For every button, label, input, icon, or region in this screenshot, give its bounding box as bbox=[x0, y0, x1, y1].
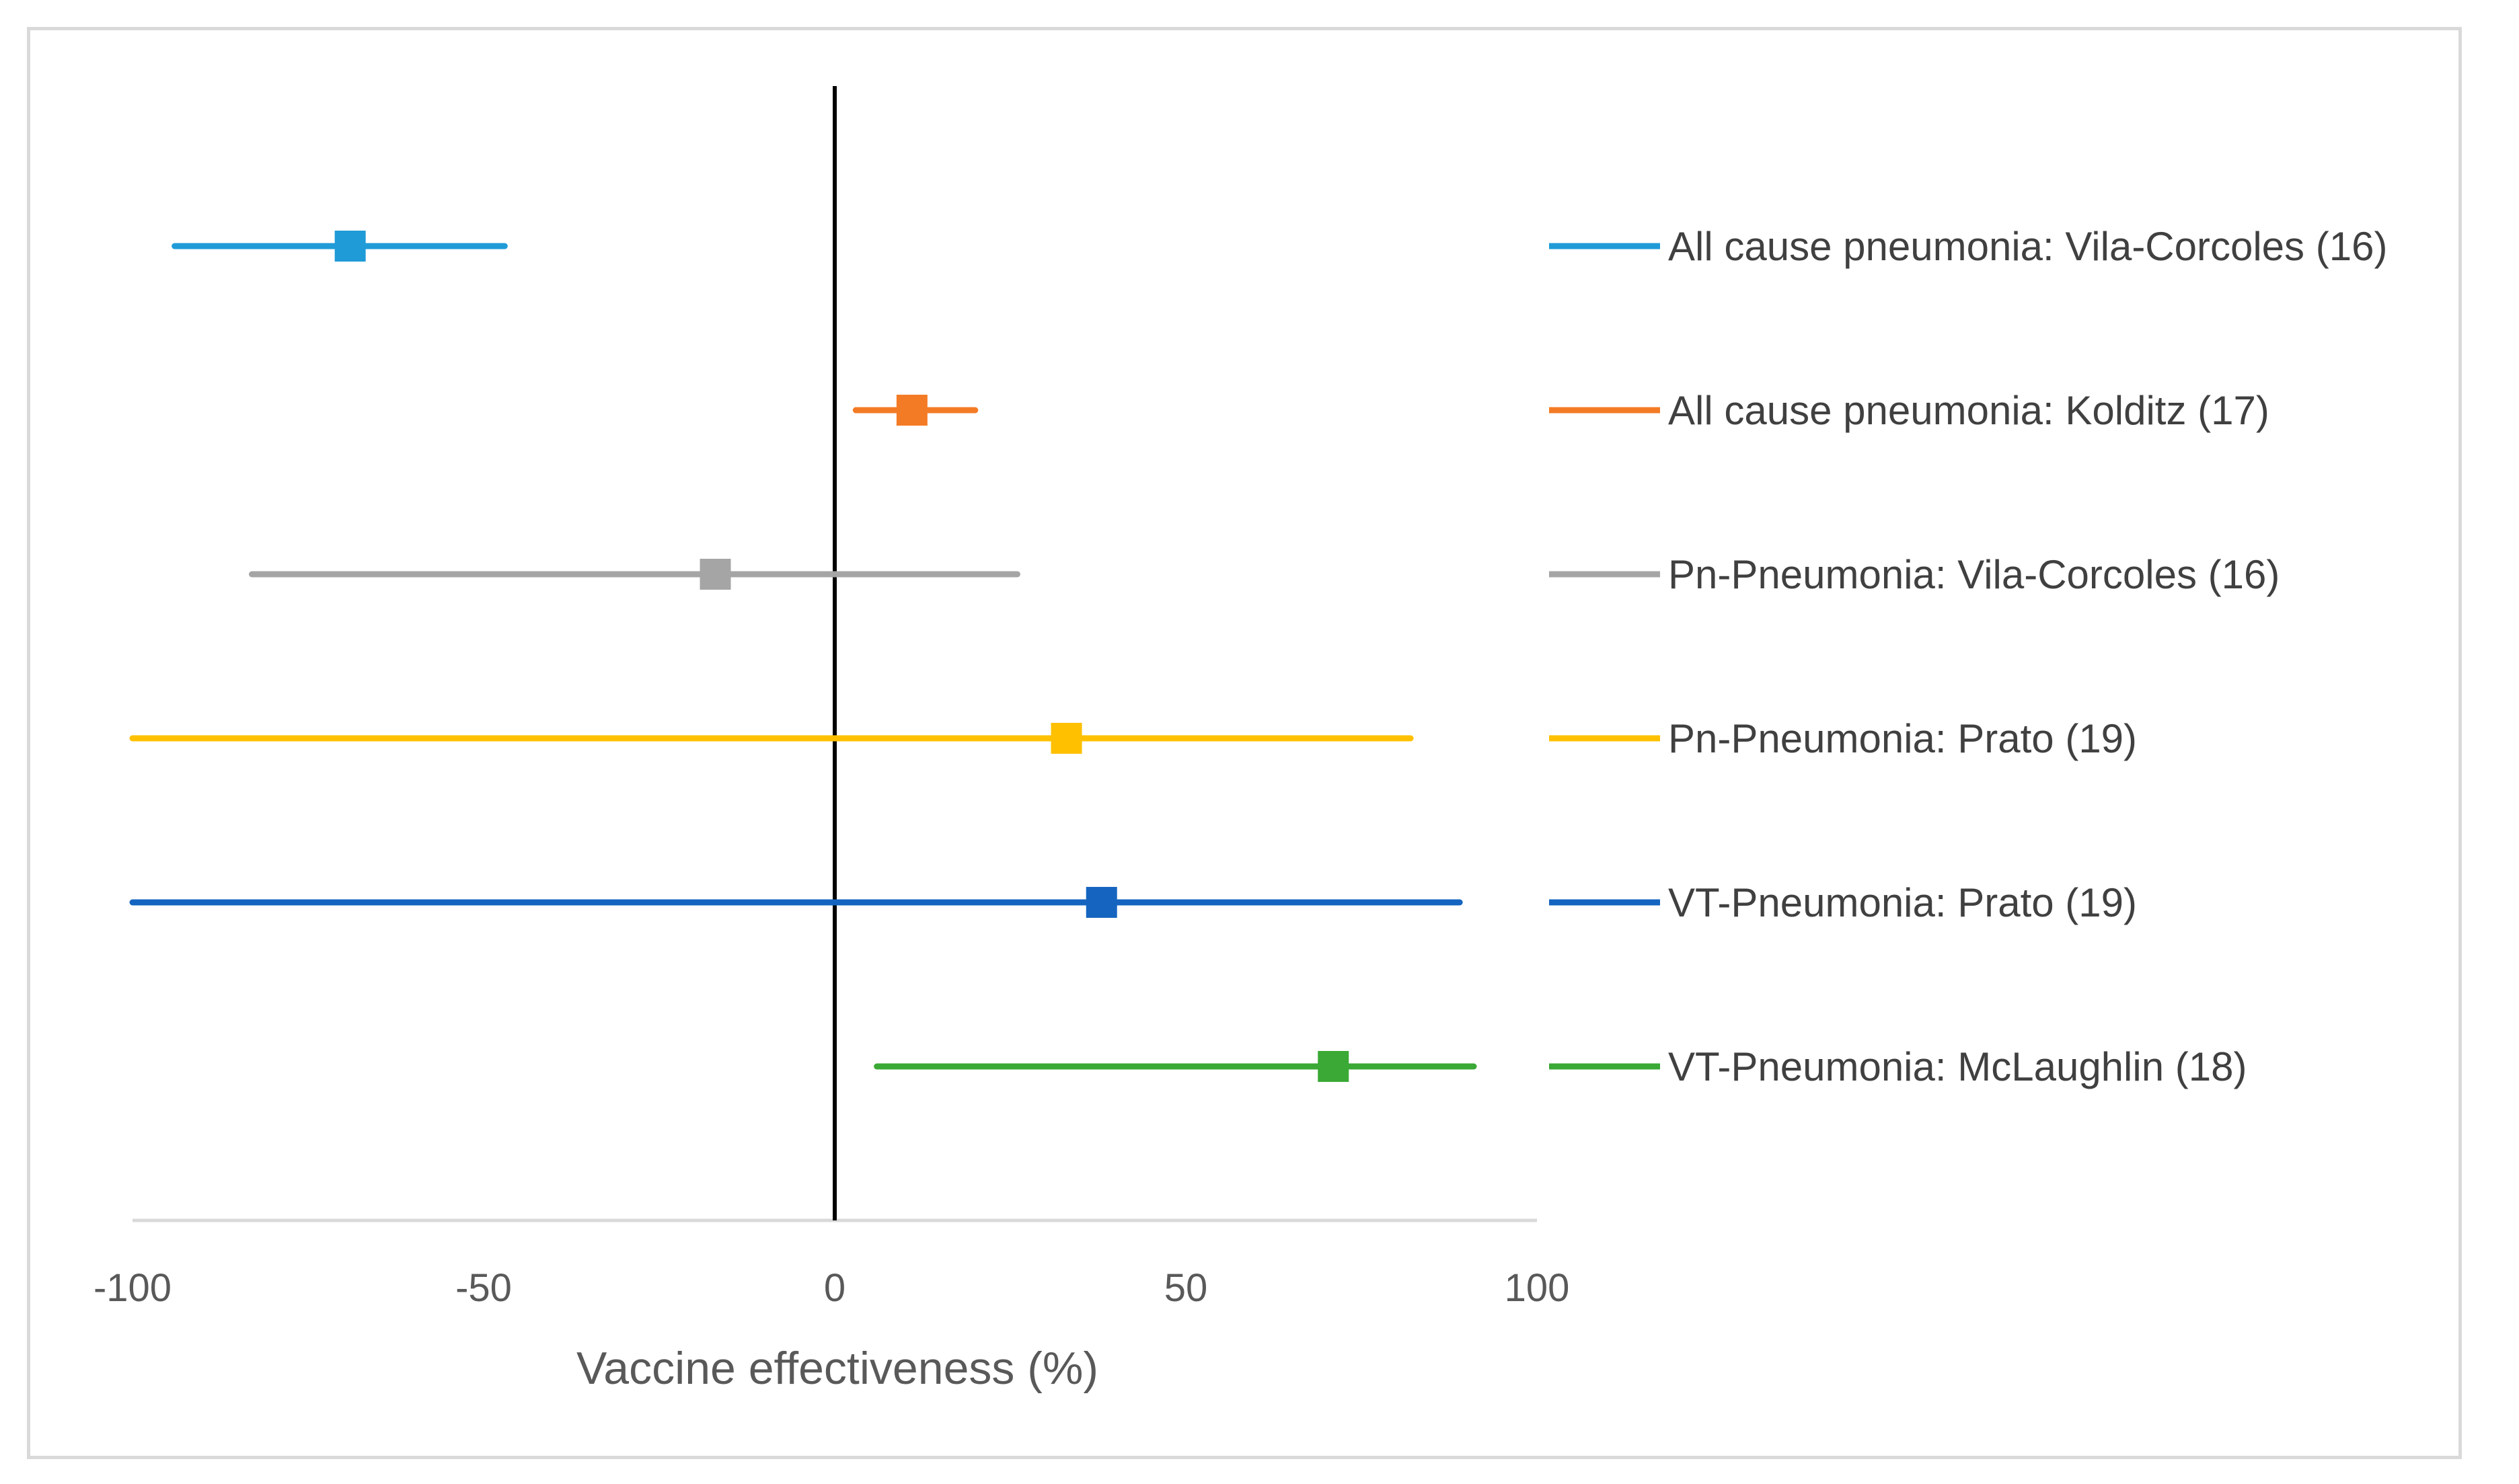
point-estimate-marker bbox=[700, 559, 731, 590]
x-tick-label: 100 bbox=[1505, 1266, 1570, 1310]
point-estimate-marker bbox=[334, 231, 366, 262]
point-estimate-marker bbox=[896, 395, 928, 426]
x-axis-title: Vaccine effectiveness (%) bbox=[576, 1343, 1098, 1394]
legend-label: VT-Pneumonia: Prato (19) bbox=[1668, 880, 2137, 925]
point-estimate-marker bbox=[1086, 887, 1117, 918]
legend-label: All cause pneumonia: Kolditz (17) bbox=[1668, 388, 2269, 433]
legend-label: VT-Pneumonia: McLaughlin (18) bbox=[1668, 1044, 2247, 1089]
x-tick-label: 0 bbox=[824, 1266, 845, 1310]
legend-label: Pn-Pneumonia: Vila-Corcoles (16) bbox=[1668, 552, 2280, 597]
x-tick-label: -100 bbox=[93, 1266, 172, 1310]
point-estimate-marker bbox=[1318, 1051, 1349, 1082]
point-estimate-marker bbox=[1051, 723, 1082, 754]
legend-label: Pn-Pneumonia: Prato (19) bbox=[1668, 716, 2137, 761]
x-tick-label: -50 bbox=[455, 1266, 512, 1310]
legend-label: All cause pneumonia: Vila-Corcoles (16) bbox=[1668, 224, 2387, 269]
x-tick-label: 50 bbox=[1164, 1266, 1208, 1310]
